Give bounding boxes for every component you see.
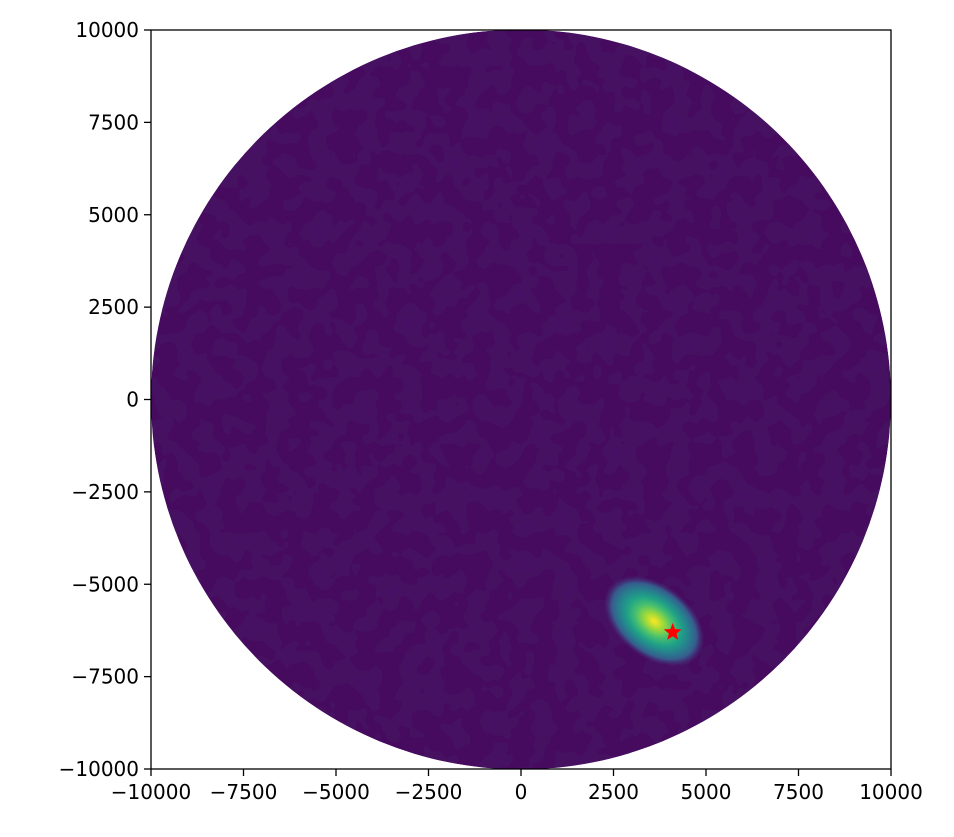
x-tick-label: −2500 [395, 780, 463, 804]
x-tick-label: 10000 [859, 780, 923, 804]
source-marker-star-icon [663, 622, 682, 640]
x-tick-label: −10000 [111, 780, 191, 804]
x-axis: −10000 −7500 −5000 −2500 0 2500 5000 7500 10000 [111, 769, 923, 804]
y-tick-label: 7500 [88, 110, 139, 134]
y-tick-label: 2500 [88, 295, 139, 319]
y-tick-label: −7500 [71, 665, 139, 689]
x-tick-label: −7500 [210, 780, 278, 804]
x-tick-label: 2500 [588, 780, 639, 804]
plot-area [151, 29, 891, 770]
y-tick-label: 5000 [88, 203, 139, 227]
y-tick-label: 0 [126, 388, 139, 412]
x-tick-label: −5000 [302, 780, 370, 804]
y-axis: −10000 −7500 −5000 −2500 0 2500 5000 7500 10000 [59, 18, 151, 781]
y-tick-label: −10000 [59, 757, 139, 781]
x-tick-label: 7500 [773, 780, 824, 804]
y-tick-label: −5000 [71, 572, 139, 596]
x-tick-label: 0 [515, 780, 528, 804]
y-tick-label: −2500 [71, 480, 139, 504]
noise-texture [151, 29, 891, 770]
intensity-hotspot [603, 575, 705, 667]
x-tick-label: 5000 [681, 780, 732, 804]
y-tick-label: 10000 [75, 18, 139, 42]
